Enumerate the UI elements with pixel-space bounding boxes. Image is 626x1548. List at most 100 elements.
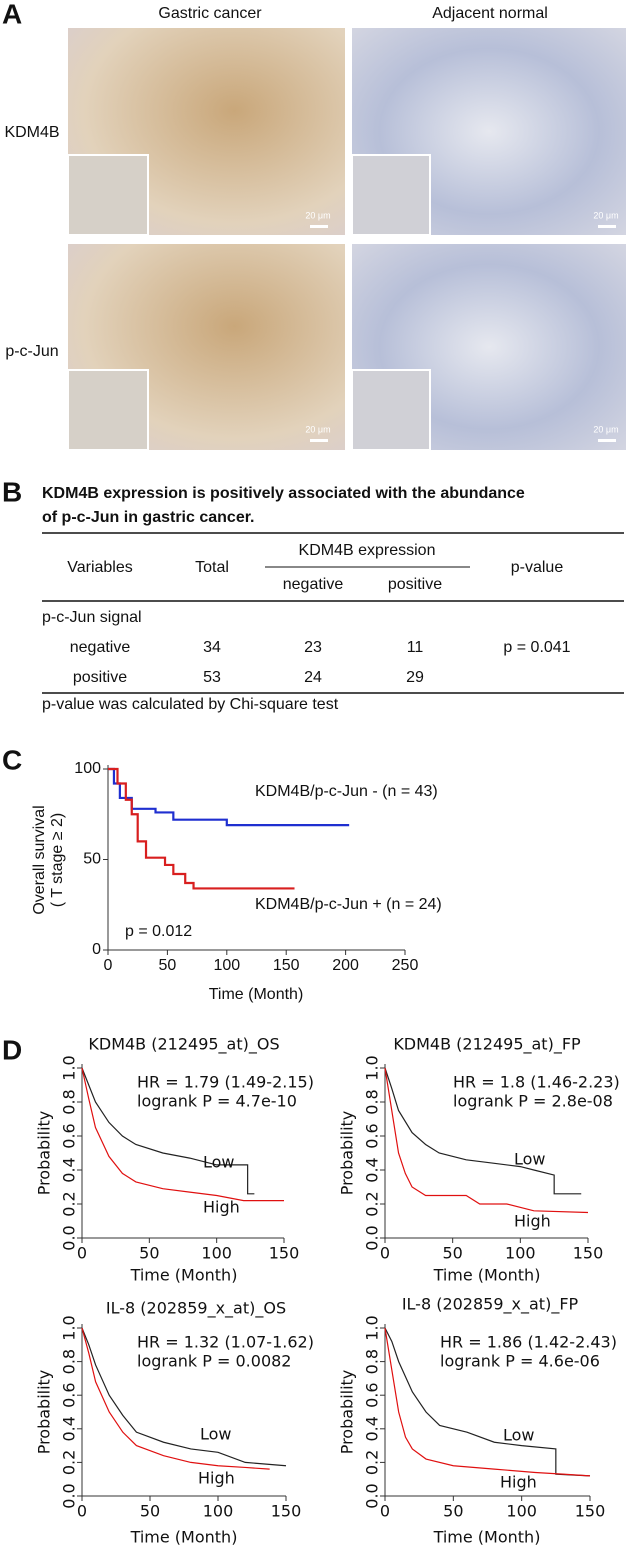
y-tick-label: 0.4 [60, 1157, 79, 1182]
x-tick-label: 0 [104, 957, 113, 974]
x-tick-label: 100 [505, 1244, 536, 1263]
x-tick-label: 100 [201, 1244, 232, 1263]
series-label: High [203, 1198, 240, 1217]
chart-title: IL-8 (202859_x_at)_OS [106, 1299, 286, 1319]
chart: IL-8 (202859_x_at)_OS 0.0 0.2 0.4 0.6 0.8 1.0 0… [35, 1299, 314, 1547]
scale-bar-label: 20 μm [593, 210, 618, 220]
header-cell: Variables [67, 559, 133, 576]
x-tick-label: 150 [271, 1502, 302, 1521]
panel-label: A [2, 0, 22, 29]
y-tick-label: 1.0 [60, 1315, 79, 1340]
y-tick-label: 50 [83, 851, 101, 868]
panel-label: B [2, 476, 22, 507]
panel-label: C [2, 744, 22, 775]
annotation: logrank P = 4.7e-10 [137, 1092, 297, 1111]
x-tick-label: 50 [139, 1244, 159, 1263]
survival-curve [81, 1067, 255, 1195]
y-tick-label: 1.0 [363, 1315, 382, 1340]
x-tick-label: 150 [575, 1502, 606, 1521]
column-heading: Adjacent normal [432, 5, 548, 22]
series-label: KDM4B/p-c-Jun - (n = 43) [255, 783, 438, 800]
x-tick-label: 150 [269, 1244, 300, 1263]
x-tick-label: 150 [573, 1244, 604, 1263]
series-label: Low [514, 1150, 546, 1169]
y-tick-label: 0.2 [60, 1191, 79, 1216]
survival-curve [384, 1327, 591, 1477]
x-tick-label: 100 [203, 1502, 234, 1521]
table-cell: negative [70, 639, 131, 656]
inset [351, 369, 431, 451]
y-tick-label: 0.0 [60, 1225, 79, 1250]
y-tick-label: 0.6 [60, 1123, 79, 1148]
table-title: KDM4B expression is positively associate… [42, 485, 525, 502]
y-axis-label: Probability [338, 1111, 357, 1196]
y-tick-label: 0.0 [363, 1483, 382, 1508]
y-tick-label: 0 [92, 941, 101, 958]
header-cell: Total [195, 559, 229, 576]
survival-curve [81, 1327, 287, 1467]
x-tick-label: 50 [443, 1502, 463, 1521]
series-label: Low [200, 1425, 232, 1444]
x-tick-label: 50 [442, 1244, 462, 1263]
annotation: HR = 1.8 (1.46-2.23) [453, 1073, 620, 1092]
inset [67, 369, 149, 451]
table-cell: 24 [304, 669, 322, 686]
chart-title: KDM4B (212495_at)_OS [88, 1035, 279, 1055]
table-cell: 34 [203, 639, 221, 656]
table-cell: 23 [304, 639, 322, 656]
x-tick-label: 100 [506, 1502, 537, 1521]
annotation: HR = 1.79 (1.49-2.15) [137, 1073, 314, 1092]
y-axis-label: Probability [338, 1370, 357, 1455]
chart: 0 50 100 0 50 100 150 200 250 Time (Month) Overall… [31, 760, 442, 1003]
scale-bar [598, 225, 616, 228]
annotation: logrank P = 2.8e-08 [453, 1092, 613, 1111]
survival-curve [384, 1067, 589, 1214]
header-cell: KDM4B expression [299, 542, 436, 559]
annotation: HR = 1.32 (1.07-1.62) [137, 1333, 314, 1352]
inset [67, 154, 149, 236]
x-tick-label: 150 [273, 957, 300, 974]
x-axis-label: Time (Month) [433, 1266, 541, 1285]
survival-curve [108, 767, 295, 890]
annotation: logrank P = 0.0082 [137, 1352, 291, 1371]
survival-curve [81, 1327, 270, 1470]
series-label: Low [503, 1426, 535, 1445]
series-label: High [500, 1473, 537, 1492]
scale-bar-label: 20 μm [305, 424, 330, 434]
micrographs: 20 μm 20 μm 20 μm 20 μm [67, 28, 626, 451]
table-cell: p = 0.041 [503, 639, 570, 656]
table-cell: 11 [407, 639, 424, 656]
x-tick-label: 100 [213, 957, 240, 974]
x-axis-label: Time (Month) [130, 1266, 238, 1285]
y-tick-label: 0.2 [60, 1450, 79, 1475]
x-tick-label: 0 [380, 1502, 390, 1521]
x-tick-label: 50 [159, 957, 177, 974]
y-tick-label: 1.0 [363, 1055, 382, 1080]
series-label: High [514, 1212, 551, 1231]
survival-curve [384, 1327, 591, 1477]
y-tick-label: 0.6 [363, 1123, 382, 1148]
header-cell: negative [283, 576, 344, 593]
table-cell: 29 [406, 669, 424, 686]
y-tick-label: 0.0 [363, 1225, 382, 1250]
y-axis-label: ( T stage ≥ 2) [49, 813, 66, 907]
table-cell: positive [73, 669, 127, 686]
table-cell: 53 [203, 669, 221, 686]
annotation: logrank P = 4.6e-06 [440, 1352, 600, 1371]
y-axis-label: Probability [35, 1370, 54, 1455]
series-label: Low [203, 1153, 235, 1172]
scale-bar-label: 20 μm [593, 424, 618, 434]
y-tick-label: 1.0 [60, 1055, 79, 1080]
x-axis-label: Time (Month) [130, 1528, 238, 1547]
table-rules [42, 532, 624, 694]
chart: IL-8 (202859_x_at)_FP 0.0 0.2 0.4 0.6 0.8 1.0 0… [338, 1295, 617, 1547]
row-label: KDM4B [4, 124, 59, 141]
x-tick-label: 50 [140, 1502, 160, 1521]
table-title: of p-c-Jun in gastric cancer. [42, 509, 255, 526]
table-body: negative 34 23 11 p = 0.041 positive 53 24 29 [70, 639, 571, 686]
x-tick-label: 200 [332, 957, 359, 974]
y-tick-label: 100 [74, 760, 101, 777]
chart-title: IL-8 (202859_x_at)_FP [402, 1295, 579, 1315]
y-tick-label: 0.4 [60, 1416, 79, 1441]
